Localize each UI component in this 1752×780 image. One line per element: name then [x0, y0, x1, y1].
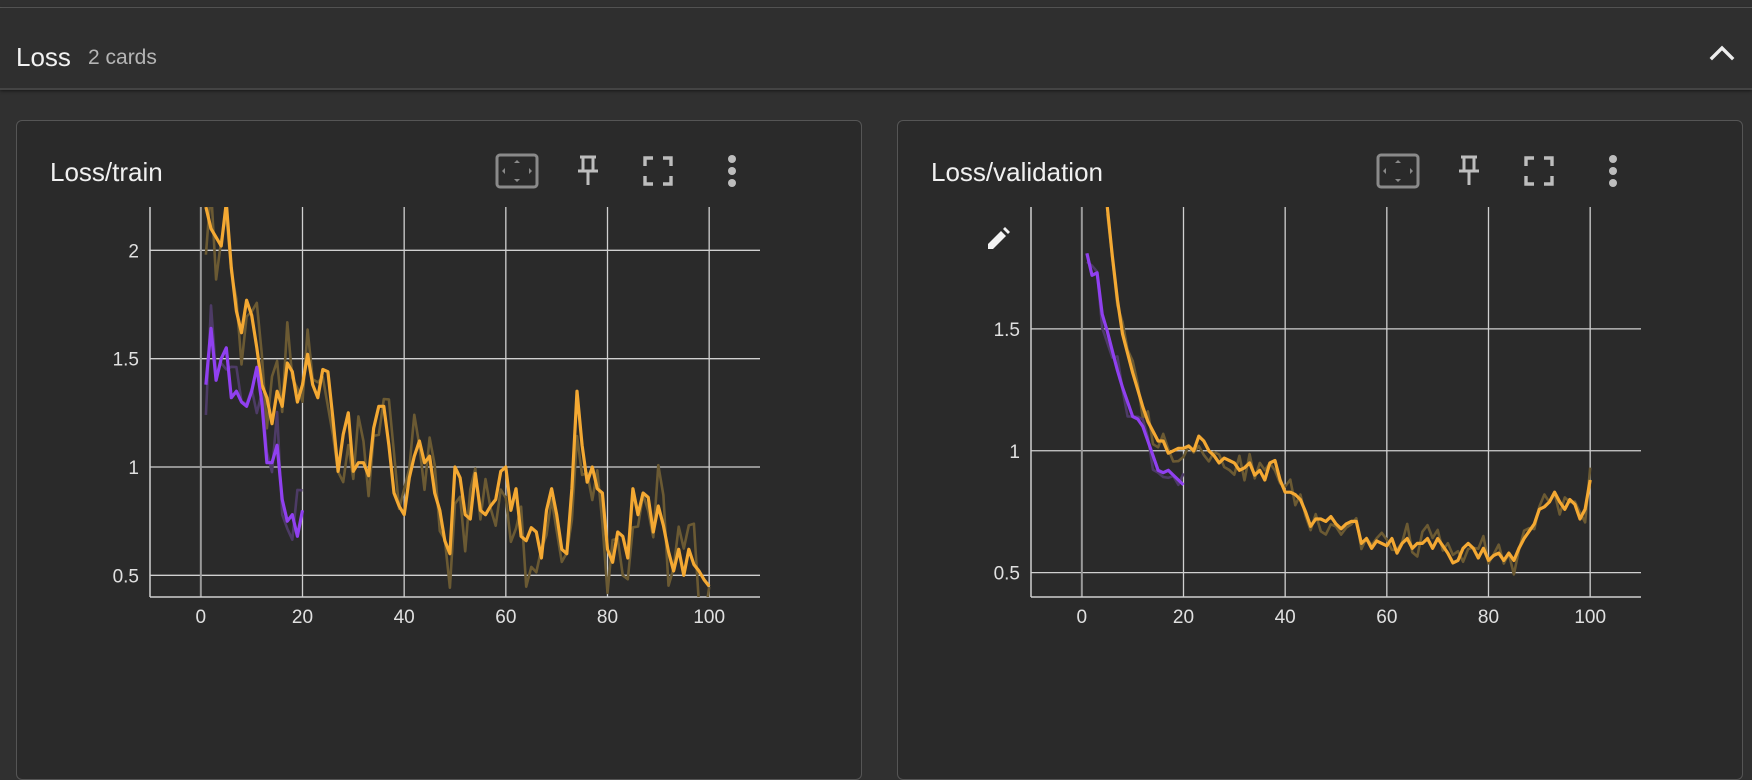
series-line[interactable] — [204, 203, 711, 588]
section-header[interactable]: Loss 2 cards — [0, 8, 1752, 90]
y-tick-label: 0.5 — [994, 564, 1020, 585]
chevron-up-icon[interactable] — [1707, 38, 1737, 68]
x-tick-label: 40 — [1275, 607, 1296, 628]
fullscreen-button[interactable] — [1522, 151, 1556, 191]
card-title: Loss/validation — [931, 157, 1103, 187]
x-tick-label: 80 — [597, 607, 618, 628]
series-line[interactable] — [204, 326, 305, 538]
scalar-card-loss-train: Loss/train 0.5 1 1.5 2 0 20 40 60 80 100 — [16, 120, 862, 780]
pin-icon — [1459, 155, 1479, 185]
x-tick-label: 100 — [1574, 607, 1606, 628]
line-chart-loss-train[interactable]: 0.511.520 20 40 60 80 100 — [17, 121, 863, 741]
y-tick-label: 1.5 — [994, 320, 1020, 341]
fullscreen-icon — [1524, 156, 1554, 186]
fit-domain-button[interactable] — [494, 151, 540, 191]
x-tick-label: 60 — [1376, 607, 1397, 628]
card-title: Loss/train — [50, 157, 163, 187]
more-vert-icon — [1609, 155, 1617, 187]
scalar-card-loss-validation: Loss/validation 0.5 1 1.5 0 20 40 60 80 100 — [897, 120, 1743, 780]
y-tick-label: 0.5 — [113, 566, 139, 587]
y-tick-label: 1 — [128, 458, 139, 479]
pencil-icon[interactable] — [988, 227, 1010, 249]
x-tick-label: 20 — [1173, 607, 1194, 628]
x-tick-label: 60 — [495, 607, 516, 628]
more-menu-button[interactable] — [717, 151, 747, 191]
pin-button[interactable] — [571, 151, 605, 191]
series-raw-line — [1106, 213, 1592, 576]
series-line[interactable] — [1105, 207, 1592, 565]
more-vert-icon — [728, 155, 736, 187]
fullscreen-button[interactable] — [641, 151, 675, 191]
more-menu-button[interactable] — [1598, 151, 1628, 191]
series-raw-line — [204, 304, 303, 542]
pin-icon — [578, 155, 598, 185]
x-tick-label: 0 — [1077, 607, 1088, 628]
fit-to-domain-icon — [1376, 153, 1420, 189]
y-tick-label: 1.5 — [113, 350, 139, 371]
section-title: Loss — [16, 42, 71, 72]
fullscreen-icon — [643, 156, 673, 186]
x-tick-label: 80 — [1478, 607, 1499, 628]
x-tick-label: 0 — [196, 607, 207, 628]
y-tick-label: 2 — [128, 241, 139, 262]
fit-domain-button[interactable] — [1375, 151, 1421, 191]
x-tick-label: 20 — [292, 607, 313, 628]
line-chart-loss-validation[interactable]: 0.5 1 1.5 0 20 40 60 80 100 — [898, 121, 1744, 741]
x-tick-label: 100 — [693, 607, 725, 628]
section-card-count: 2 cards — [88, 46, 157, 69]
top-divider — [0, 7, 1752, 8]
series-line[interactable] — [1085, 252, 1185, 487]
x-tick-label: 40 — [394, 607, 415, 628]
fit-to-domain-icon — [495, 153, 539, 189]
y-tick-label: 1 — [1009, 442, 1020, 463]
series-raw-line — [204, 207, 711, 597]
pin-button[interactable] — [1452, 151, 1486, 191]
